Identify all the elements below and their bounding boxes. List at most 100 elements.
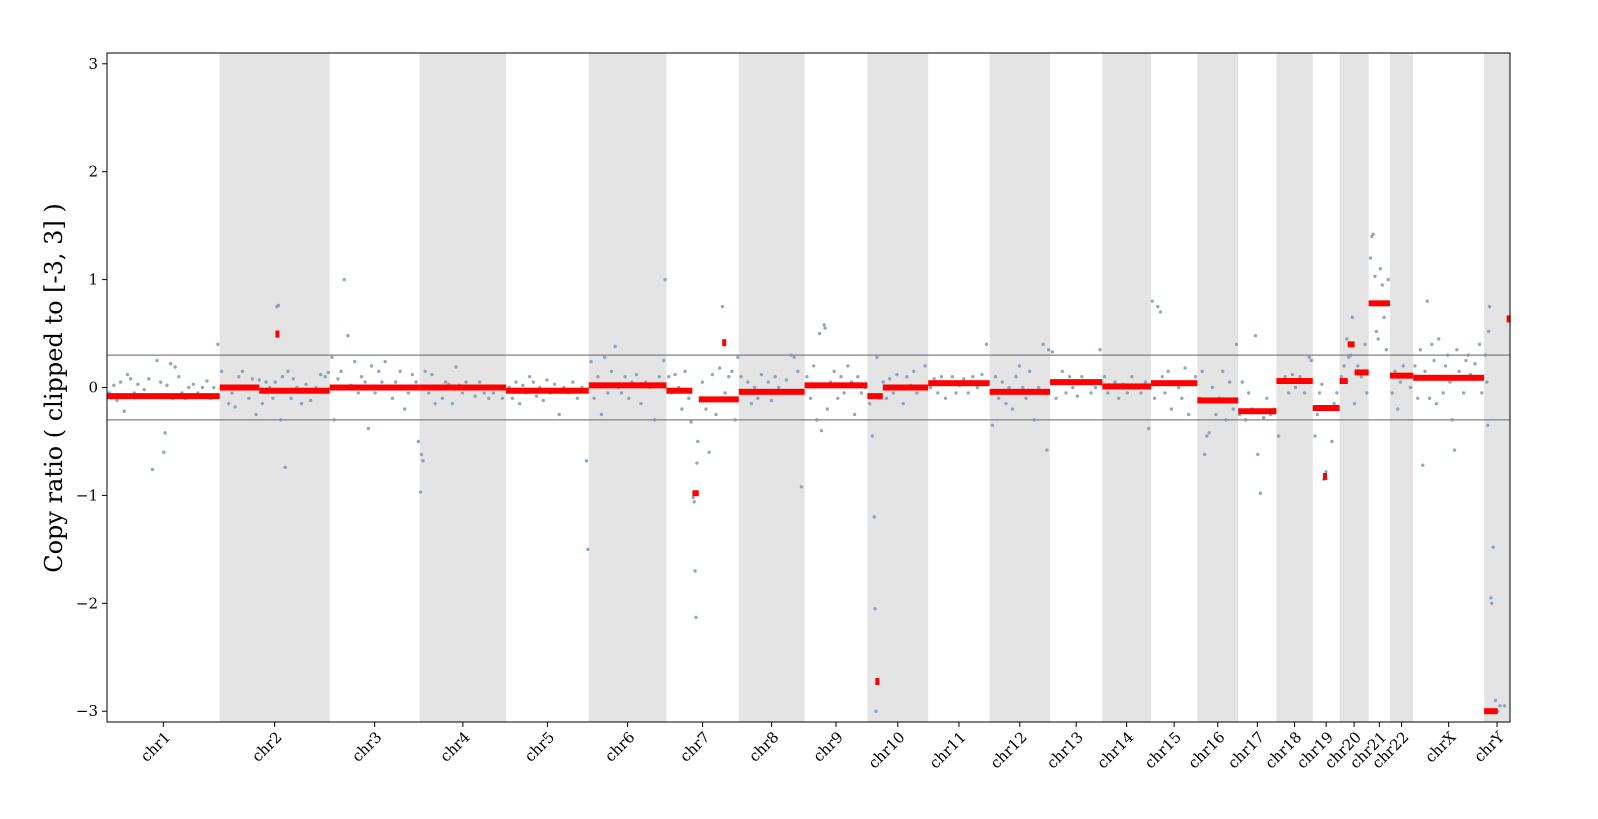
data-point: [993, 375, 998, 379]
data-point: [264, 380, 268, 384]
data-point: [1477, 342, 1482, 347]
data-point: [1205, 434, 1209, 438]
data-point: [1416, 396, 1420, 400]
data-point: [627, 396, 631, 400]
data-point: [418, 490, 423, 494]
data-point: [1032, 418, 1036, 422]
data-point: [1486, 329, 1491, 334]
data-point: [623, 375, 627, 379]
data-point: [1017, 364, 1022, 368]
x-tick-label: chr10: [865, 728, 909, 772]
data-point: [1021, 385, 1025, 390]
data-point: [932, 377, 936, 381]
data-point: [714, 412, 718, 417]
data-point: [1365, 391, 1369, 395]
data-point: [500, 396, 505, 400]
data-point: [440, 396, 445, 400]
data-point: [377, 369, 381, 374]
data-point: [1436, 337, 1441, 341]
data-point: [1309, 358, 1314, 363]
data-point: [336, 377, 340, 381]
data-point: [874, 709, 878, 713]
data-point: [219, 369, 224, 374]
y-axis-ticks: 3 2 1 0 −1 −2 −3: [76, 55, 107, 720]
data-point: [887, 377, 892, 381]
data-point: [531, 380, 536, 384]
data-point: [443, 380, 448, 384]
data-point: [433, 401, 437, 406]
data-point: [1339, 375, 1344, 379]
data-point: [421, 459, 425, 463]
data-point: [1067, 375, 1072, 379]
data-point: [766, 380, 770, 384]
data-point: [318, 372, 323, 377]
segment: [219, 384, 260, 391]
data-point: [736, 355, 740, 359]
data-point: [756, 396, 760, 400]
x-tick-label: chr15: [1141, 728, 1185, 772]
y-tick-label: −3: [76, 702, 98, 720]
data-point: [419, 452, 424, 457]
segment: [804, 382, 868, 389]
data-point: [1098, 348, 1102, 352]
data-point: [1007, 385, 1011, 390]
data-point: [299, 401, 304, 406]
data-point: [1113, 380, 1117, 384]
data-point: [687, 396, 691, 400]
data-point: [1176, 385, 1181, 390]
data-point: [692, 500, 696, 504]
data-point: [1106, 391, 1110, 395]
data-point: [163, 431, 167, 435]
data-point: [1186, 412, 1191, 417]
data-point: [746, 380, 750, 384]
data-point: [867, 401, 872, 406]
data-point: [1102, 375, 1107, 379]
data-point: [276, 303, 281, 308]
data-point: [168, 362, 173, 366]
x-tick-label: chr16: [1185, 728, 1229, 772]
data-point: [1430, 342, 1434, 347]
segment: [419, 384, 507, 391]
data-point: [1390, 391, 1394, 395]
data-point: [250, 377, 255, 381]
shade-band-chr20: [1339, 53, 1369, 722]
data-point: [326, 370, 331, 375]
data-point: [710, 372, 715, 377]
data-point: [704, 407, 708, 411]
data-point: [1064, 391, 1068, 395]
data-point: [792, 355, 796, 359]
data-point: [619, 391, 624, 395]
data-point: [1384, 348, 1389, 352]
data-point: [1231, 407, 1235, 411]
data-point: [1363, 342, 1367, 347]
data-point: [1130, 375, 1134, 379]
data-point: [1258, 491, 1263, 495]
data-point: [1461, 391, 1466, 395]
segments: [107, 300, 1511, 715]
data-point: [575, 396, 580, 400]
data-point: [352, 359, 357, 364]
data-point: [380, 380, 384, 384]
data-point: [777, 385, 781, 390]
data-point: [673, 372, 677, 377]
data-point: [366, 426, 371, 431]
data-point: [473, 394, 477, 398]
shade-band-chr8: [738, 53, 805, 722]
data-point: [1080, 375, 1084, 379]
data-point: [1302, 391, 1307, 395]
data-point: [683, 369, 687, 374]
data-point: [1356, 364, 1360, 368]
data-point: [1246, 391, 1251, 395]
data-point: [280, 375, 285, 379]
data-point: [1464, 358, 1468, 363]
data-point: [1089, 391, 1093, 395]
segment: [1050, 379, 1103, 386]
data-point: [1240, 380, 1245, 384]
data-point: [823, 326, 827, 330]
data-point: [1234, 342, 1239, 347]
data-point: [1014, 375, 1018, 379]
segment: [928, 380, 990, 387]
data-point: [1041, 342, 1045, 347]
data-point: [1000, 380, 1005, 384]
data-point: [939, 375, 944, 379]
